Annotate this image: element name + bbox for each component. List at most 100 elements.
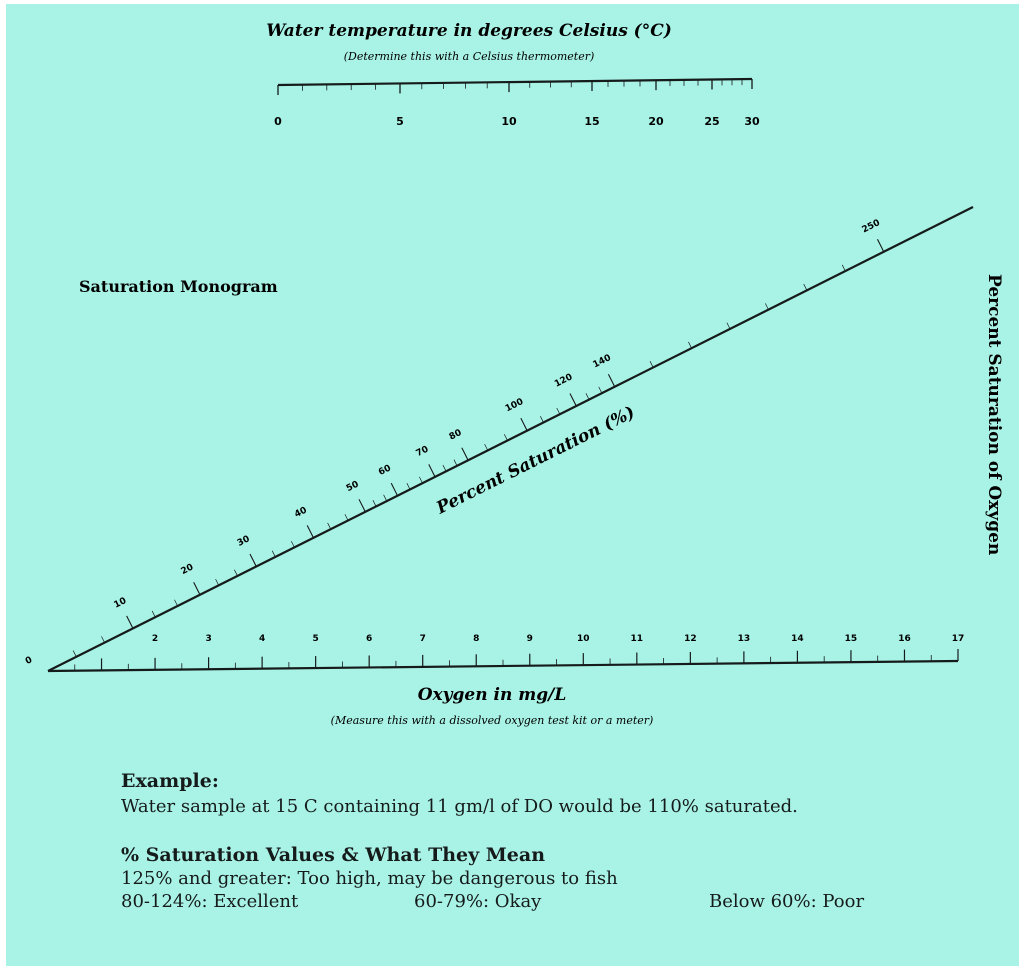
saturation-nomogram: Water temperature in degrees Celsius (°C… xyxy=(24,21,1004,727)
saturation-tick xyxy=(461,447,469,461)
saturation-tick xyxy=(520,417,528,431)
saturation-minor-tick xyxy=(484,443,489,451)
oxygen-scale-ticks xyxy=(74,649,959,671)
saturation-tick xyxy=(876,239,885,253)
oxygen-tick-label: 7 xyxy=(420,634,426,644)
saturation-minor-tick xyxy=(72,650,77,657)
saturation-tick xyxy=(390,482,398,496)
saturation-minor-tick xyxy=(234,569,238,577)
saturation-tick-label: 100 xyxy=(504,397,525,414)
saturation-minor-tick xyxy=(803,283,808,291)
saturation-minor-tick xyxy=(383,494,388,502)
oxygen-tick-label: 8 xyxy=(473,634,479,644)
saturation-tick xyxy=(126,615,134,629)
temperature-tick-label: 20 xyxy=(648,115,664,128)
temperature-tick-label: 15 xyxy=(584,115,599,128)
saturation-tick-label: 70 xyxy=(415,445,431,460)
saturation-minor-tick xyxy=(726,322,731,330)
saturation-scale-title: Percent Saturation (%) xyxy=(432,403,638,519)
saturation-minor-tick xyxy=(406,482,411,490)
temperature-scale-note: (Determine this with a Celsius thermomet… xyxy=(344,50,595,63)
saturation-minor-tick xyxy=(649,361,654,368)
saturation-scale-line xyxy=(47,206,974,672)
oxygen-tick-label: 6 xyxy=(366,634,372,644)
saturation-minor-tick xyxy=(688,341,692,349)
saturation-minor-tick xyxy=(174,599,178,607)
saturation-minor-tick xyxy=(151,610,156,618)
temperature-scale-line xyxy=(277,77,753,87)
saturation-tick-label: 0 xyxy=(24,655,34,667)
temperature-tick-label: 30 xyxy=(744,115,760,128)
saturation-tick xyxy=(193,582,201,596)
saturation-tick-label: 80 xyxy=(448,428,464,443)
saturation-tick-label: 140 xyxy=(592,353,613,370)
oxygen-tick-label: 15 xyxy=(845,634,858,644)
saturation-tick xyxy=(569,393,577,407)
saturation-tick xyxy=(607,373,616,387)
nomogram-label: Saturation Monogram xyxy=(79,277,278,296)
oxygen-scale-note: (Measure this with a dissolved oxygen te… xyxy=(331,714,654,727)
temperature-tick-label: 25 xyxy=(704,115,719,128)
saturation-minor-tick xyxy=(101,636,105,643)
saturation-minor-tick xyxy=(453,459,458,466)
values-heading: % Saturation Values & What They Mean xyxy=(121,844,546,866)
saturation-tick-label: 30 xyxy=(236,534,252,549)
saturation-tick xyxy=(306,525,314,539)
temperature-scale-ticks xyxy=(277,79,753,95)
saturation-minor-tick xyxy=(585,393,590,400)
oxygen-tick-label: 4 xyxy=(259,634,265,644)
oxygen-tick-label: 12 xyxy=(684,634,697,644)
oxygen-tick-label: 9 xyxy=(527,634,533,644)
example-text: Water sample at 15 C containing 11 gm/l … xyxy=(121,796,798,817)
oxygen-scale-labels: 2 3 4 5 6 7 8 9 10 11 12 13 14 15 16 17 xyxy=(152,634,964,644)
saturation-minor-tick xyxy=(271,550,276,558)
oxygen-tick-label: 17 xyxy=(952,634,965,644)
values-row: 80-124%: Excellent 60-79%: Okay Below 60… xyxy=(121,891,1001,917)
saturation-minor-tick xyxy=(327,522,332,530)
values-section: % Saturation Values & What They Mean 125… xyxy=(121,844,1001,917)
oxygen-scale-title: Oxygen in mg/L xyxy=(418,685,567,705)
temperature-tick-label: 0 xyxy=(274,115,282,128)
temperature-scale-title: Water temperature in degrees Celsius (°C… xyxy=(266,21,672,41)
saturation-minor-tick xyxy=(598,386,603,394)
saturation-tick-label: 10 xyxy=(113,596,129,611)
oxygen-scale-line xyxy=(47,659,959,673)
saturation-tick-label: 50 xyxy=(345,480,361,495)
values-line-high: 125% and greater: Too high, may be dange… xyxy=(121,868,618,889)
oxygen-tick-label: 10 xyxy=(577,634,590,644)
value-okay: 60-79%: Okay xyxy=(414,891,542,912)
saturation-minor-tick xyxy=(556,407,561,415)
temperature-tick-label: 5 xyxy=(396,115,404,128)
saturation-minor-tick xyxy=(419,476,423,484)
saturation-tick xyxy=(358,499,366,513)
temperature-tick-label: 10 xyxy=(501,115,517,128)
saturation-tick-label: 40 xyxy=(293,506,309,521)
saturation-tick-label: 60 xyxy=(377,463,393,478)
saturation-tick-label: 120 xyxy=(553,372,574,389)
saturation-minor-tick xyxy=(540,416,544,423)
saturation-minor-tick xyxy=(764,303,769,310)
oxygen-tick-label: 14 xyxy=(791,634,804,644)
saturation-minor-tick xyxy=(503,434,508,441)
saturation-scale-ticks xyxy=(72,239,885,657)
saturation-minor-tick xyxy=(215,578,220,586)
oxygen-tick-label: 3 xyxy=(205,634,211,644)
value-excellent: 80-124%: Excellent xyxy=(121,891,299,912)
saturation-tick xyxy=(249,553,257,567)
saturation-minor-tick xyxy=(841,264,846,272)
saturation-minor-tick xyxy=(372,500,377,507)
value-poor: Below 60%: Poor xyxy=(709,891,865,912)
oxygen-tick-label: 13 xyxy=(738,634,751,644)
oxygen-tick-label: 11 xyxy=(631,634,644,644)
saturation-tick-label: 20 xyxy=(180,562,196,577)
nomogram-card: Water temperature in degrees Celsius (°C… xyxy=(6,4,1019,966)
oxygen-tick-label: 2 xyxy=(152,634,158,644)
saturation-tick-label: 250 xyxy=(861,218,882,235)
saturation-tick xyxy=(428,464,436,478)
example-section: Example: Water sample at 15 C containing… xyxy=(121,770,1001,817)
example-heading: Example: xyxy=(121,770,219,792)
saturation-minor-tick xyxy=(442,464,447,472)
side-title: Percent Saturation of Oxygen xyxy=(984,274,1004,555)
saturation-minor-tick xyxy=(344,514,349,521)
oxygen-tick-label: 5 xyxy=(313,634,319,644)
